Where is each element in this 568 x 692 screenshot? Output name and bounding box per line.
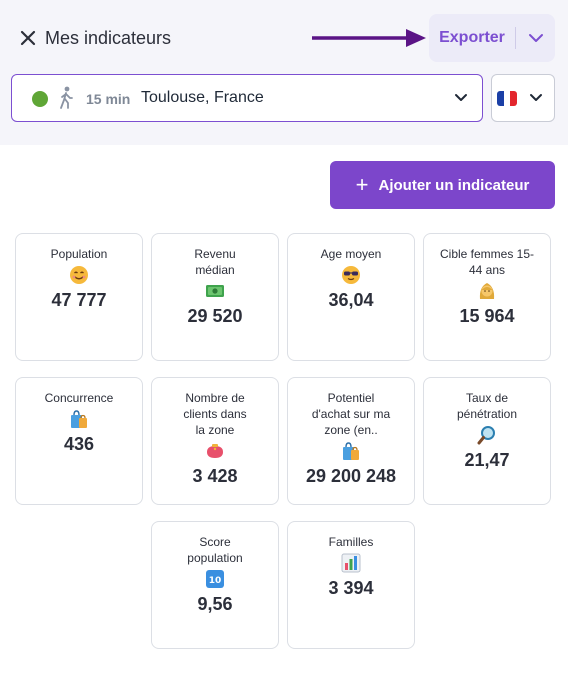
- indicator-card-population[interactable]: Population 47 777: [15, 233, 143, 361]
- card-label: Nombre de clients dans la zone: [183, 391, 247, 437]
- magnifier-icon: [477, 426, 495, 445]
- keycap-ten-icon: 10: [206, 570, 224, 588]
- card-label: Revenu médian: [194, 247, 236, 277]
- svg-text:10: 10: [209, 576, 222, 586]
- status-dot: [32, 91, 48, 107]
- chevron-down-icon: [530, 94, 542, 101]
- card-label: Potentiel d'achat sur ma zone (en..: [311, 391, 391, 437]
- purse-icon: [207, 444, 223, 458]
- country-select[interactable]: [491, 74, 555, 122]
- card-label: Familles: [328, 535, 374, 549]
- plus-icon: +: [355, 172, 369, 197]
- bar-chart-icon: [341, 553, 361, 573]
- card-value: 36,04: [328, 290, 374, 310]
- card-value: 29 200 248: [305, 466, 397, 486]
- indicator-card-concurrence[interactable]: Concurrence 436: [15, 377, 143, 505]
- card-label: Population: [50, 247, 108, 261]
- add-indicator-button[interactable]: + Ajouter un indicateur: [330, 161, 555, 209]
- walking-person-icon: [60, 86, 73, 109]
- france-flag-icon: [497, 91, 517, 106]
- location-city: Toulouse, France: [141, 89, 264, 106]
- card-label: Score population: [187, 535, 243, 565]
- indicator-card-potentiel-achat[interactable]: Potentiel d'achat sur ma zone (en.. 29 2…: [287, 377, 415, 505]
- export-button-label: Exporter: [439, 29, 505, 46]
- woman-icon: [479, 283, 495, 299]
- card-label: Concurrence: [44, 391, 114, 405]
- card-value: 3 428: [192, 466, 238, 486]
- card-value: 47 777: [51, 290, 107, 310]
- card-value: 3 394: [328, 578, 374, 598]
- card-value: 29 520: [187, 306, 243, 326]
- indicator-card-revenu[interactable]: Revenu médian 29 520: [151, 233, 279, 361]
- card-label: Cible femmes 15-44 ans: [439, 247, 535, 277]
- card-value: 21,47: [464, 450, 510, 470]
- smiling-face-icon: [70, 266, 88, 284]
- card-value: 436: [63, 434, 95, 454]
- export-dropdown-toggle[interactable]: [516, 33, 555, 43]
- indicator-card-taux-penetration[interactable]: Taux de pénétration 21,47: [423, 377, 551, 505]
- banknote-icon: [206, 285, 224, 297]
- card-value: 9,56: [197, 594, 233, 614]
- indicator-card-cible-femmes[interactable]: Cible femmes 15-44 ans 15 964: [423, 233, 551, 361]
- card-label: Taux de pénétration: [456, 391, 518, 421]
- sunglasses-face-icon: [342, 266, 360, 284]
- indicator-card-score-population[interactable]: Score population 10 9,56: [151, 521, 279, 649]
- arrow-right-icon: [312, 29, 426, 47]
- page-title: Mes indicateurs: [45, 28, 172, 48]
- indicator-card-nombre-clients[interactable]: Nombre de clients dans la zone 3 428: [151, 377, 279, 505]
- close-icon[interactable]: [19, 29, 37, 47]
- add-indicator-label: Ajouter un indicateur: [378, 176, 530, 194]
- shopping-bags-icon: [343, 442, 359, 460]
- travel-time: 15 min: [86, 91, 131, 107]
- location-select[interactable]: 15 min Toulouse, France: [11, 74, 483, 122]
- card-value: 15 964: [459, 306, 515, 326]
- card-label: Age moyen: [320, 247, 382, 261]
- shopping-bags-icon: [71, 410, 87, 428]
- indicator-card-familles[interactable]: Familles 3 394: [287, 521, 415, 649]
- chevron-down-icon: [528, 34, 543, 42]
- divider: [515, 27, 516, 49]
- export-button[interactable]: Exporter: [429, 14, 555, 62]
- indicator-card-age[interactable]: Age moyen 36,04: [287, 233, 415, 361]
- chevron-down-icon: [455, 94, 467, 101]
